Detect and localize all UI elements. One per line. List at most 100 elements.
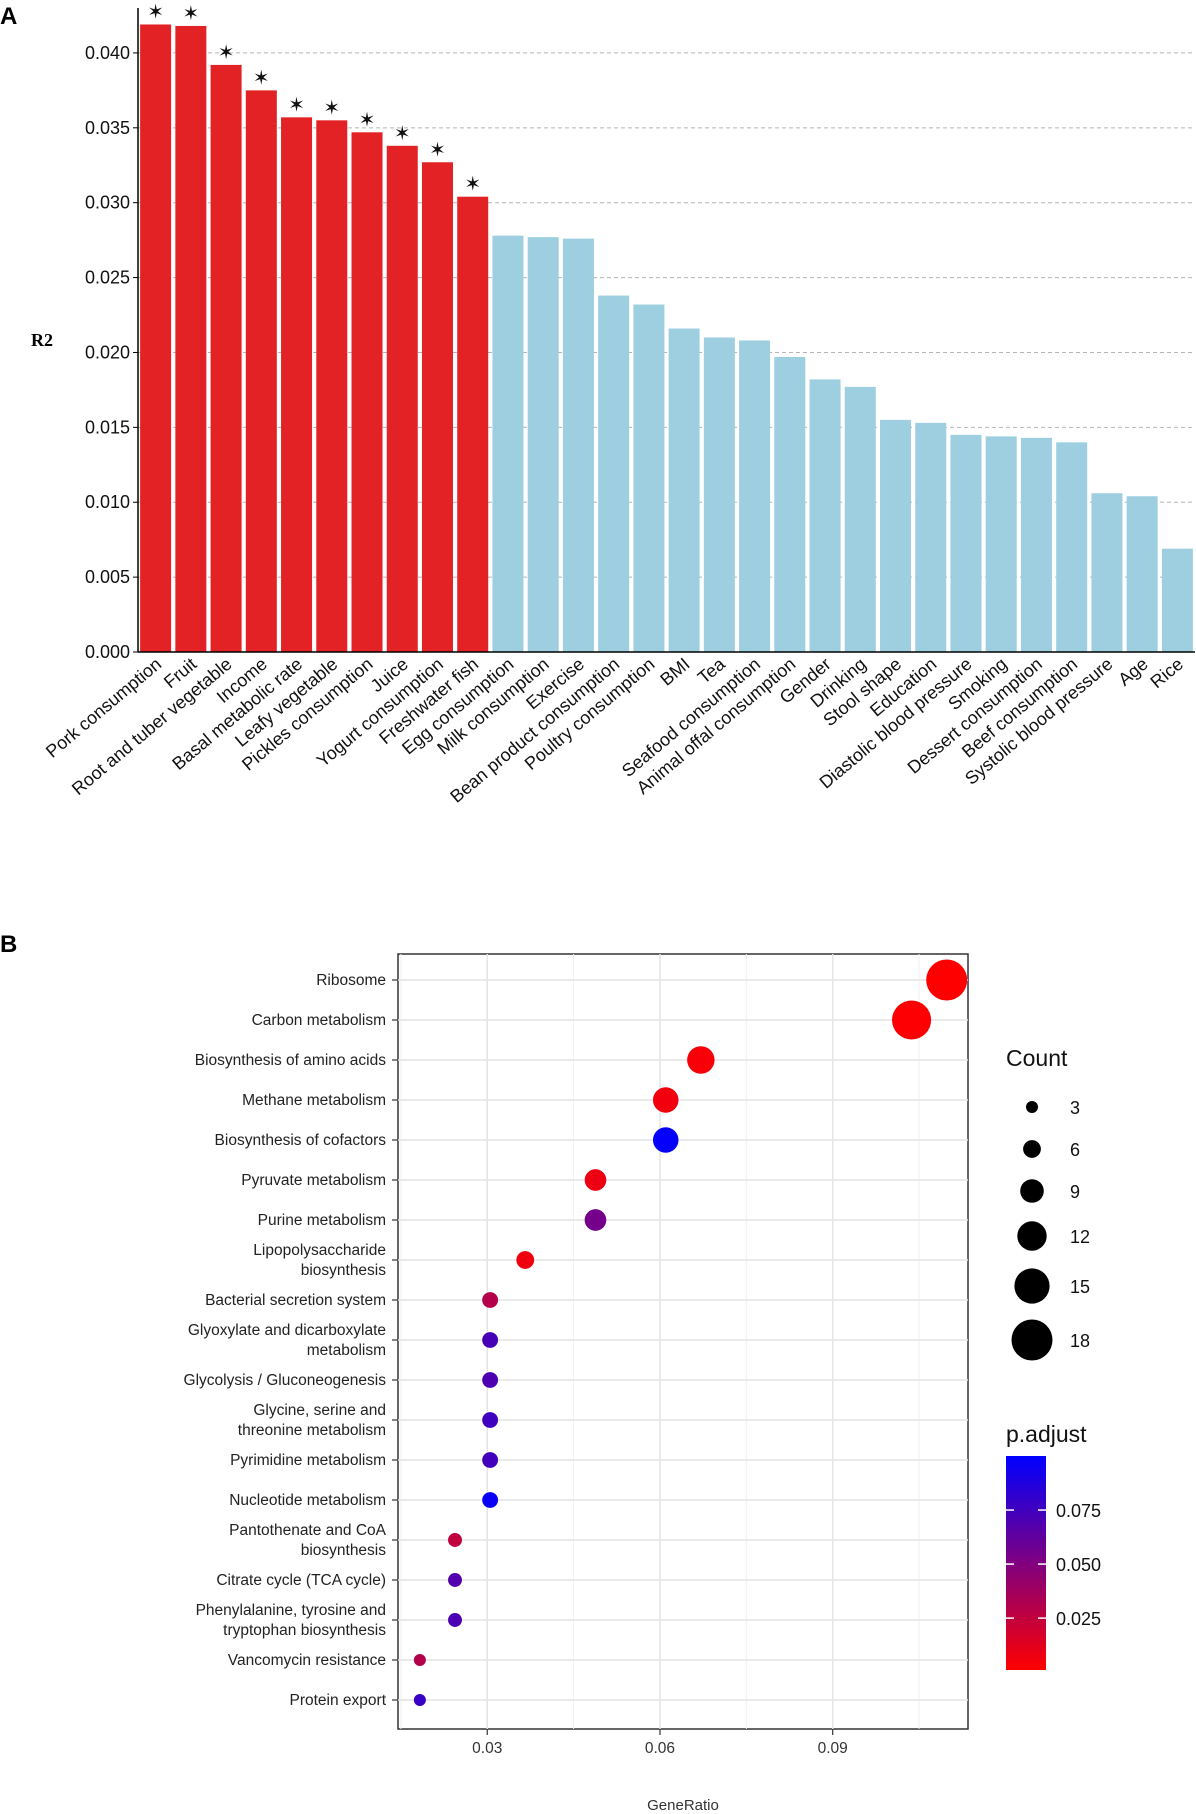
dot-point — [482, 1372, 499, 1388]
bar — [985, 436, 1017, 652]
significance-star: ✶ — [147, 1, 164, 23]
bar — [739, 340, 771, 652]
significance-star: ✶ — [429, 139, 446, 161]
count-legend-label: 9 — [1070, 1182, 1080, 1202]
bar — [562, 238, 594, 653]
pathway-label: Biosynthesis of amino acids — [195, 1052, 387, 1069]
x-tick-label: 0.09 — [818, 1740, 848, 1757]
x-tick-label: Rice — [1147, 654, 1187, 692]
count-legend-dot — [1020, 1179, 1044, 1203]
pathway-label: Phenylalanine, tyrosine and tryptophan bi… — [196, 1602, 387, 1639]
count-legend-label: 15 — [1070, 1277, 1090, 1297]
dot-point — [413, 1654, 426, 1666]
dot-point — [652, 1087, 679, 1113]
pathway-label: Pyruvate metabolism — [241, 1172, 386, 1189]
bar — [598, 295, 630, 652]
x-tick-label: 0.06 — [645, 1740, 675, 1757]
bar — [492, 235, 524, 652]
pathway-label: Vancomycin resistance — [228, 1652, 386, 1669]
bar — [175, 25, 207, 652]
bar — [316, 120, 348, 653]
count-legend-label: 18 — [1070, 1331, 1090, 1351]
bar — [880, 419, 912, 652]
bar — [1091, 493, 1123, 652]
count-legend-dot — [1017, 1221, 1047, 1251]
dot-point — [413, 1694, 426, 1706]
significance-star: ✶ — [182, 3, 199, 25]
pathway-label: Carbon metabolism — [252, 1012, 386, 1029]
count-legend-dot — [1023, 1140, 1041, 1158]
count-legend-label: 12 — [1070, 1227, 1090, 1247]
bar — [245, 90, 277, 653]
pathway-label: Biosynthesis of cofactors — [215, 1132, 387, 1149]
bar — [844, 386, 876, 652]
count-legend-label: 6 — [1070, 1140, 1080, 1160]
count-legend-title: Count — [1006, 1045, 1068, 1071]
x-tick-label: Pork consumption — [42, 654, 165, 762]
y-tick-label: 0.010 — [85, 492, 130, 512]
bar — [1161, 548, 1193, 652]
y-tick-label: 0.040 — [85, 43, 130, 63]
pathway-label: Methane metabolism — [242, 1092, 386, 1109]
dot-point — [687, 1046, 715, 1074]
bar — [457, 196, 489, 652]
padjust-colorbar — [1006, 1456, 1046, 1670]
dot-point — [926, 959, 968, 1001]
significance-star: ✶ — [323, 97, 340, 119]
pathway-label: Citrate cycle (TCA cycle) — [216, 1572, 386, 1589]
count-legend-dot — [1026, 1101, 1038, 1113]
bar — [915, 422, 947, 652]
bar — [633, 304, 665, 652]
panel-b-dot-plot: B Ribosome Carbon metabolism Biosynthesis … — [0, 931, 1101, 1814]
panel-a-label: A — [0, 3, 17, 30]
dot-point — [448, 1613, 462, 1627]
pathway-label: Glyoxylate and dicarboxylate metabolism — [188, 1322, 386, 1359]
x-tick-label: 0.03 — [472, 1740, 502, 1757]
y-axis-title: R2 — [31, 330, 53, 350]
dot-point — [482, 1492, 499, 1508]
significance-star: ✶ — [253, 67, 270, 89]
pathway-label: Pyrimidine metabolism — [230, 1452, 386, 1469]
bar — [668, 328, 700, 652]
dot-point — [482, 1292, 499, 1308]
significance-star: ✶ — [359, 109, 376, 131]
dot-point — [516, 1251, 535, 1269]
y-tick-label: 0.025 — [85, 268, 130, 288]
pathway-label: Glycine, serine and threonine metabolism — [238, 1402, 386, 1439]
bar — [1126, 496, 1158, 652]
colorbar-label: 0.050 — [1056, 1555, 1101, 1575]
bar — [809, 379, 841, 652]
x-axis-title: GeneRatio — [647, 1797, 719, 1814]
count-legend-dot — [1014, 1268, 1050, 1304]
y-tick-label: 0.005 — [85, 567, 130, 587]
dot-point — [892, 1000, 932, 1040]
dot-point — [482, 1412, 499, 1428]
pathway-label: Ribosome — [316, 972, 386, 989]
pathway-label: Glycolysis / Gluconeogenesis — [184, 1372, 387, 1389]
panel-b-label: B — [0, 931, 17, 958]
y-tick-label: 0.015 — [85, 417, 130, 437]
significance-star: ✶ — [394, 123, 411, 145]
bar — [1020, 437, 1052, 652]
x-tick-label: BMI — [656, 654, 693, 690]
y-tick-label: 0.035 — [85, 118, 130, 138]
colorbar-label: 0.075 — [1056, 1501, 1101, 1521]
bar — [950, 434, 982, 652]
pathway-label: Nucleotide metabolism — [229, 1492, 386, 1509]
pathway-label: Lipopolysaccharide biosynthesis — [253, 1242, 386, 1279]
bar — [210, 64, 242, 653]
dot-point — [448, 1533, 462, 1547]
padjust-legend-title: p.adjust — [1006, 1421, 1087, 1447]
dot-point — [482, 1452, 499, 1468]
bar — [774, 356, 806, 652]
dot-point — [652, 1127, 679, 1153]
bar — [527, 237, 559, 653]
y-tick-label: 0.020 — [85, 342, 130, 362]
bar — [140, 24, 172, 652]
y-tick-label: 0.000 — [85, 642, 130, 662]
significance-star: ✶ — [464, 174, 481, 196]
colorbar-label: 0.025 — [1056, 1609, 1101, 1629]
significance-star: ✶ — [288, 94, 305, 116]
count-legend-dot — [1011, 1319, 1053, 1361]
bar — [1056, 442, 1088, 652]
